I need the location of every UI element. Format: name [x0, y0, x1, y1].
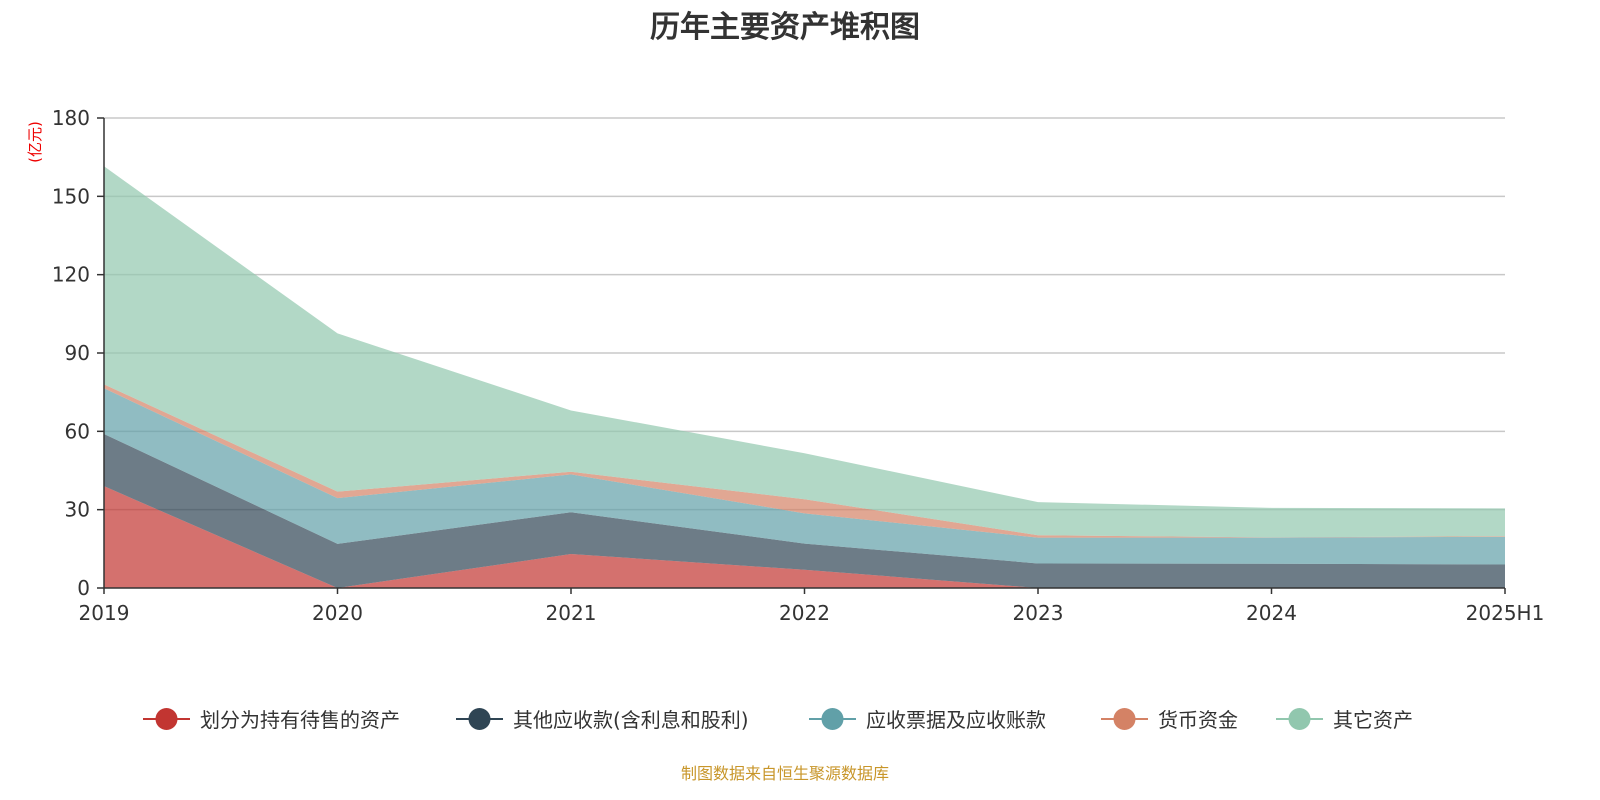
legend-label: 其它资产: [1333, 708, 1413, 732]
area-series-4: [104, 384, 1505, 538]
area-series-3: [104, 388, 1505, 565]
legend-circle-icon: [821, 708, 844, 730]
area-series-1: [104, 486, 1505, 588]
y-tick-label: 90: [65, 341, 90, 365]
x-tick-label: 2025H1: [1466, 601, 1545, 625]
legend-item[interactable]: 划分为持有待售的资产: [143, 708, 400, 732]
legend-circle-icon: [468, 708, 491, 730]
chart-title: 历年主要资产堆积图: [650, 10, 920, 45]
legend-label: 货币资金: [1158, 708, 1238, 732]
y-tick-label: 0: [77, 576, 90, 600]
y-tick-label: 30: [65, 498, 90, 522]
legend-label: 其他应收款(含利息和股利): [513, 708, 749, 732]
legend-item[interactable]: 其它资产: [1276, 708, 1413, 732]
legend-circle-icon: [1288, 708, 1311, 730]
y-axis-unit: (亿元): [26, 121, 44, 163]
x-tick-label: 2020: [312, 601, 363, 625]
x-tick-label: 2023: [1013, 601, 1064, 625]
legend-item[interactable]: 货币资金: [1101, 708, 1238, 732]
y-tick-label: 120: [52, 263, 90, 287]
x-tick-label: 2021: [546, 601, 597, 625]
legend-circle-icon: [155, 708, 178, 730]
area-series-2: [104, 433, 1505, 588]
y-tick-label: 150: [52, 184, 90, 208]
legend-label: 应收票据及应收账款: [866, 708, 1046, 732]
x-tick-label: 2019: [79, 601, 130, 625]
x-tick-label: 2022: [779, 601, 830, 625]
legend-item[interactable]: 应收票据及应收账款: [809, 708, 1046, 732]
data-source-note: 制图数据来自恒生聚源数据库: [681, 764, 889, 783]
y-tick-label: 60: [65, 419, 90, 443]
y-tick-label: 180: [52, 106, 90, 130]
legend-item[interactable]: 其他应收款(含利息和股利): [456, 708, 749, 732]
legend-circle-icon: [1113, 708, 1136, 730]
area-series-5: [104, 166, 1505, 538]
legend-label: 划分为持有待售的资产: [200, 708, 400, 732]
x-tick-label: 2024: [1246, 601, 1297, 625]
